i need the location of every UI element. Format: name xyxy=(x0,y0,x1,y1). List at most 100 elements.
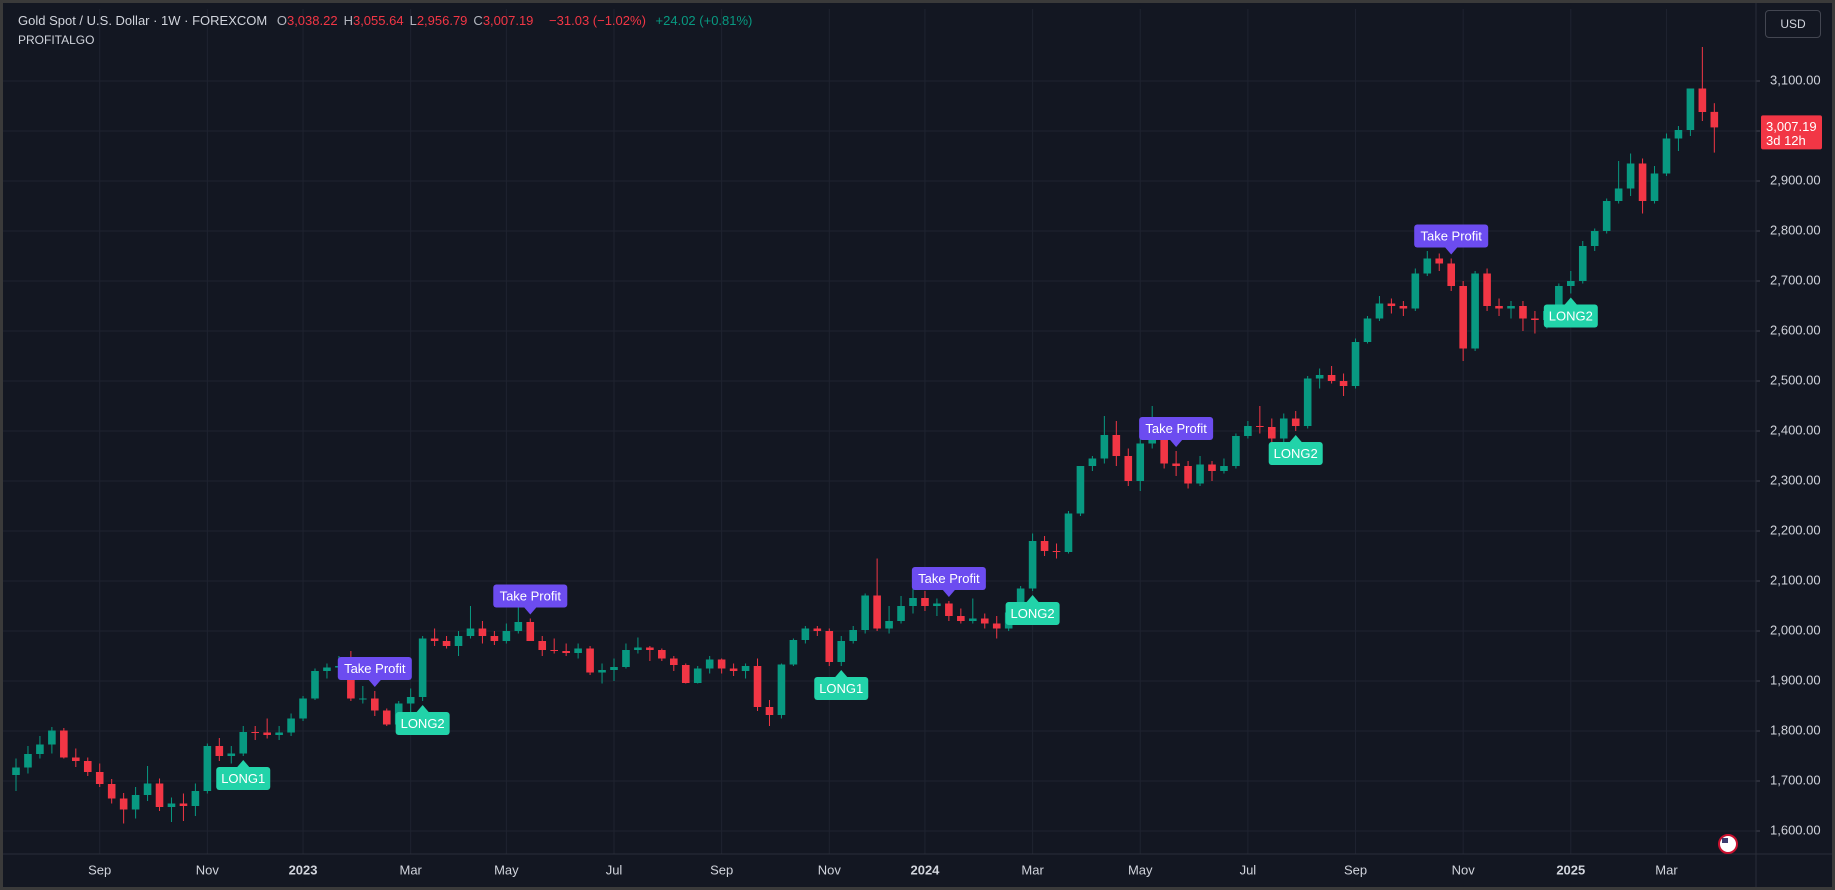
signal-text: Take Profit xyxy=(918,571,980,586)
candle-body xyxy=(359,698,367,700)
candle-body xyxy=(1531,318,1539,320)
candle-body xyxy=(406,697,415,704)
flag-icon xyxy=(1718,834,1738,854)
candle-body xyxy=(131,795,140,810)
y-tick-label: 3,100.00 xyxy=(1770,72,1821,87)
candle-body xyxy=(1268,427,1276,439)
candle-body xyxy=(574,648,582,653)
candle-body xyxy=(167,803,176,807)
candle-body xyxy=(921,598,929,606)
candle-body xyxy=(287,718,295,733)
signal-text: LONG1 xyxy=(221,771,265,786)
candle-body xyxy=(191,791,200,806)
candle-body xyxy=(1279,418,1288,439)
x-tick-label: May xyxy=(1128,862,1153,877)
signal-text: LONG2 xyxy=(1549,308,1593,323)
candle-body xyxy=(813,628,822,631)
x-tick-label: 2023 xyxy=(289,862,318,877)
signal-box xyxy=(1268,442,1323,465)
candle-body xyxy=(1196,464,1204,484)
signal-box xyxy=(1414,224,1489,248)
candle-body xyxy=(681,665,690,683)
candle-body xyxy=(1567,281,1575,286)
candle-body xyxy=(1483,273,1491,306)
candle-body xyxy=(1411,273,1420,309)
signal-pointer xyxy=(1564,297,1577,305)
signal-pointer xyxy=(524,607,537,615)
candle-body xyxy=(705,659,714,669)
candle-body xyxy=(251,732,259,733)
candle-body xyxy=(1124,456,1133,481)
candle-body xyxy=(1303,378,1312,426)
candle-body xyxy=(1555,286,1563,311)
candle-body xyxy=(1399,306,1408,309)
candle-body xyxy=(717,659,726,669)
currency-button[interactable]: USD xyxy=(1765,10,1821,38)
candle-body xyxy=(1602,201,1611,231)
candle-body xyxy=(1626,163,1635,189)
signal-box xyxy=(911,567,986,590)
signal-label: LONG1 xyxy=(814,670,869,700)
candle-body xyxy=(729,668,738,671)
candle-body xyxy=(992,623,1001,629)
candle-body xyxy=(837,641,846,662)
candle-body xyxy=(1686,88,1695,130)
y-tick-label: 2,200.00 xyxy=(1770,522,1821,537)
candle-body xyxy=(598,670,606,673)
candle-body xyxy=(1088,458,1097,466)
candle-body xyxy=(1447,263,1455,286)
y-tick-label: 2,500.00 xyxy=(1770,372,1821,387)
x-tick-label: Mar xyxy=(1655,862,1678,877)
x-tick-label: 2024 xyxy=(910,862,940,877)
signal-text: LONG1 xyxy=(819,681,863,696)
signal-box xyxy=(337,657,412,680)
x-tick-label: Nov xyxy=(1452,862,1476,877)
price-change: −31.03 (−1.02%) xyxy=(549,13,646,28)
x-tick-label: Jul xyxy=(606,862,623,877)
y-tick-label: 2,300.00 xyxy=(1770,472,1821,487)
y-tick-label: 2,800.00 xyxy=(1770,222,1821,237)
y-tick-label: 1,600.00 xyxy=(1770,822,1821,837)
candle-body xyxy=(1028,541,1037,589)
candle-body xyxy=(945,603,953,616)
candle-body xyxy=(299,698,307,719)
candle-body xyxy=(72,757,80,761)
candle-body xyxy=(1160,423,1168,464)
candle-body xyxy=(1351,342,1360,386)
candle-body xyxy=(347,666,355,699)
candle-body xyxy=(1387,303,1396,306)
signal-pointer xyxy=(835,670,848,677)
y-tick-label: 2,700.00 xyxy=(1770,272,1821,287)
candle-body xyxy=(466,628,475,636)
candle-body xyxy=(179,803,188,806)
candle-body xyxy=(490,636,499,641)
candle-body xyxy=(1435,258,1444,264)
signal-label: LONG2 xyxy=(1543,297,1598,328)
signal-label: LONG1 xyxy=(216,760,271,790)
x-tick-label: Nov xyxy=(196,862,220,877)
signal-pointer xyxy=(1026,595,1039,602)
candle-body xyxy=(1375,303,1384,319)
last-price-box xyxy=(1761,115,1822,150)
candle-body xyxy=(777,664,786,715)
y-tick-label: 2,400.00 xyxy=(1770,422,1821,437)
signal-pointer xyxy=(1289,435,1302,442)
candle-body xyxy=(1590,231,1599,246)
ohlc-key: O xyxy=(276,13,287,28)
y-tick-label: 2,900.00 xyxy=(1770,172,1821,187)
candle-body xyxy=(1315,375,1324,379)
candle-body xyxy=(1710,111,1719,128)
x-tick-label: Sep xyxy=(1344,862,1367,877)
signal-label: LONG2 xyxy=(395,705,450,735)
candle-body xyxy=(753,666,762,707)
candle-body xyxy=(1459,286,1467,349)
candle-body xyxy=(442,641,451,646)
ohlc-value: 3,038.22 xyxy=(286,13,338,28)
candle-body xyxy=(526,622,535,641)
countdown-label: 3d 12h xyxy=(1766,133,1806,148)
signal-box xyxy=(1139,417,1214,440)
candle-body xyxy=(741,666,750,671)
candle-body xyxy=(227,753,236,756)
candle-body xyxy=(502,631,511,641)
candle-body xyxy=(933,603,941,606)
